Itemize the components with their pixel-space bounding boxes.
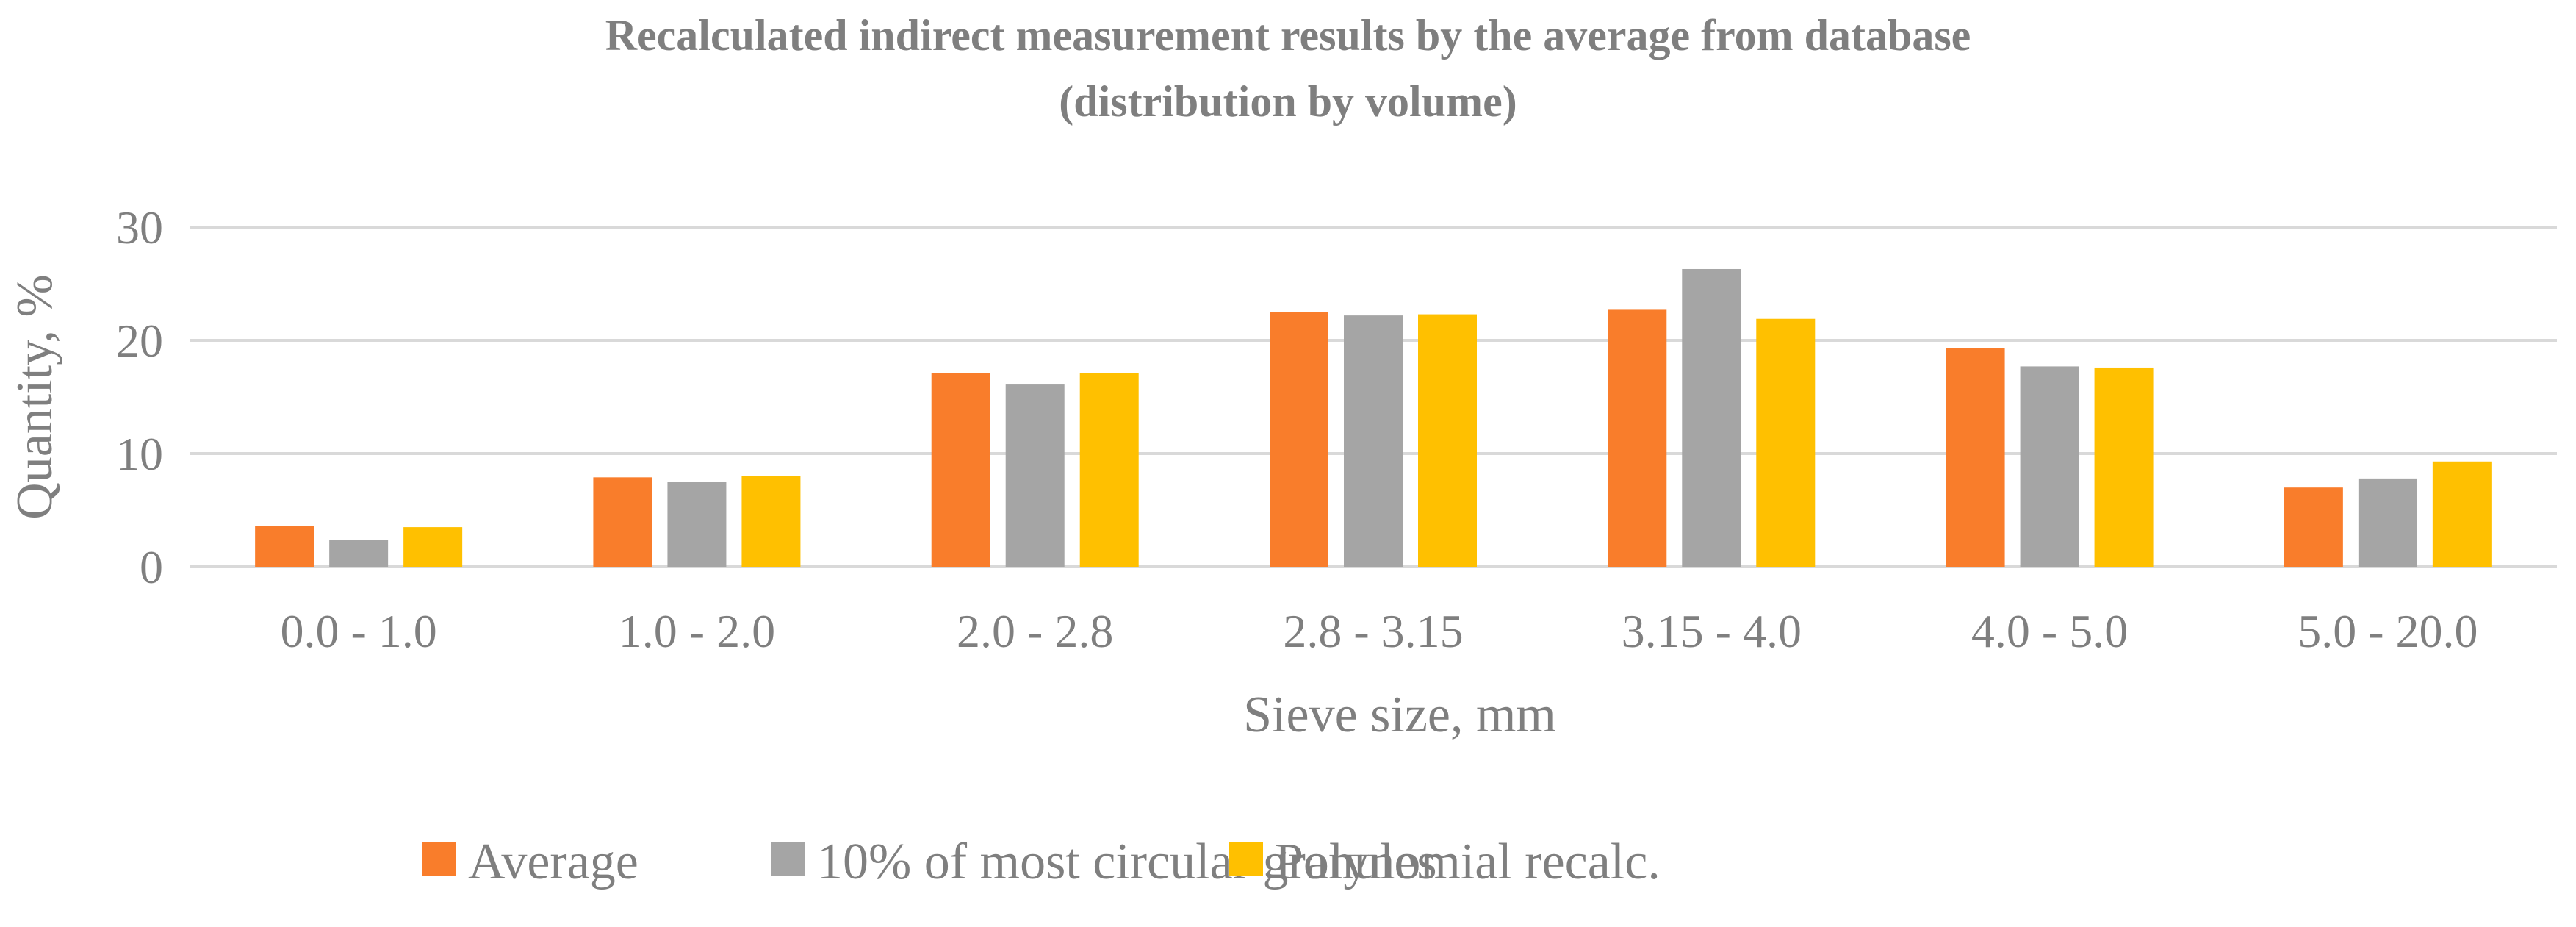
- x-tick-label: 3.15 - 4.0: [1622, 605, 1802, 657]
- bar-1-7: [2284, 487, 2343, 567]
- x-tick-label: 4.0 - 5.0: [1971, 605, 2128, 657]
- bar-2-4: [1344, 315, 1403, 567]
- legend-swatch-2: [771, 842, 805, 876]
- y-tick-label: 10: [116, 428, 163, 480]
- legend-swatch-1: [422, 842, 456, 876]
- legend-label-2: 10% of most circular granules: [817, 834, 1437, 890]
- bars: [255, 268, 2492, 567]
- legend-label-1: Average: [468, 834, 638, 890]
- bar-2-5: [1682, 268, 1741, 567]
- bar-3-6: [2094, 367, 2154, 567]
- chart-subtitle: (distribution by volume): [1059, 77, 1517, 126]
- x-tick-label: 2.8 - 3.15: [1283, 605, 1463, 657]
- bar-3-3: [1079, 373, 1139, 567]
- x-tick-label: 2.0 - 2.8: [957, 605, 1113, 657]
- y-axis-title: Quantity, %: [7, 274, 63, 520]
- bar-1-2: [593, 477, 652, 567]
- chart-title: Recalculated indirect measurement result…: [605, 11, 1971, 60]
- bar-3-7: [2432, 461, 2492, 567]
- bar-2-3: [1005, 384, 1065, 567]
- bar-2-2: [667, 482, 727, 567]
- bar-1-4: [1270, 312, 1328, 567]
- y-tick-label: 20: [116, 315, 163, 367]
- bar-1-1: [255, 526, 314, 567]
- bar-3-5: [1756, 318, 1816, 567]
- bar-1-6: [1946, 348, 2005, 567]
- x-tick-label: 5.0 - 20.0: [2298, 605, 2478, 657]
- bar-3-4: [1418, 314, 1477, 567]
- x-axis-ticks: 0.0 - 1.0 1.0 - 2.0 2.0 - 2.8 2.8 - 3.15 3.1…: [280, 605, 2478, 657]
- legend-swatch-3: [1229, 842, 1263, 876]
- legend: Average 10% of most circular granulesPoly…: [422, 834, 1661, 890]
- bar-2-6: [2020, 366, 2079, 567]
- bar-2-1: [329, 540, 389, 567]
- x-tick-label: 0.0 - 1.0: [280, 605, 436, 657]
- x-axis-title: Sieve size, mm: [1243, 687, 1556, 743]
- y-tick-label: 0: [140, 541, 163, 593]
- legend-label-3: Polynomial recalc.: [1275, 834, 1661, 890]
- x-tick-label: 1.0 - 2.0: [619, 605, 775, 657]
- bar-2-7: [2358, 478, 2417, 567]
- bar-1-5: [1608, 309, 1667, 567]
- bar-1-3: [931, 373, 990, 567]
- bar-3-1: [403, 527, 463, 567]
- y-tick-label: 30: [116, 201, 163, 254]
- bar-3-2: [741, 476, 801, 567]
- y-axis-ticks: 0 10 20 30: [116, 201, 163, 593]
